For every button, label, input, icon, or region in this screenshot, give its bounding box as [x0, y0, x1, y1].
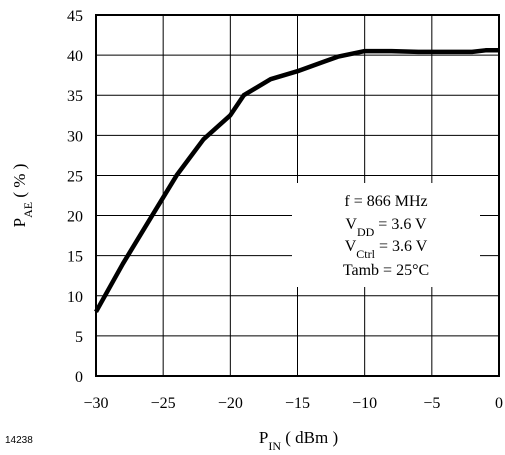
y-tick-label: 30 — [67, 128, 83, 145]
y-tick-label: 5 — [75, 329, 83, 346]
y-tick-label: 25 — [67, 168, 83, 185]
series-line — [94, 48, 499, 313]
x-tick-label: −25 — [151, 395, 176, 412]
y-tick-label: 40 — [67, 48, 83, 65]
x-tick-label: −30 — [83, 395, 108, 412]
x-tick-labels: −30 −25 −20 −15 −10 −5 0 — [83, 395, 503, 412]
y-axis-title: PAE ( % ) — [10, 164, 35, 228]
plot-border — [95, 14, 500, 377]
y-tick-label: 45 — [67, 8, 83, 25]
x-tick-label: 0 — [495, 395, 503, 412]
figure-id: 14238 — [5, 435, 33, 446]
plot-frame — [95, 14, 500, 377]
y-tick-label: 20 — [67, 209, 83, 226]
annotation-text: VDD = 3.6 V — [345, 216, 427, 239]
y-tick-label: 15 — [67, 249, 83, 266]
annotation-background — [292, 183, 480, 287]
y-tick-label: 10 — [67, 289, 83, 306]
series-group — [94, 48, 499, 313]
x-tick-label: −15 — [285, 395, 310, 412]
annotation-text: f = 866 MHz — [344, 193, 427, 210]
y-tick-label: 0 — [75, 369, 83, 386]
y-tick-label: 35 — [67, 88, 83, 105]
y-tick-labels: 0 5 10 15 20 25 30 35 40 45 — [67, 8, 83, 386]
annotation-text: Tamb = 25°C — [343, 262, 429, 279]
annotation-text: VCtrl = 3.6 V — [345, 238, 428, 261]
x-tick-label: −10 — [352, 395, 377, 412]
x-tick-label: −20 — [218, 395, 243, 412]
x-axis-title: PIN ( dBm ) — [259, 428, 338, 453]
x-tick-label: −5 — [423, 395, 440, 412]
